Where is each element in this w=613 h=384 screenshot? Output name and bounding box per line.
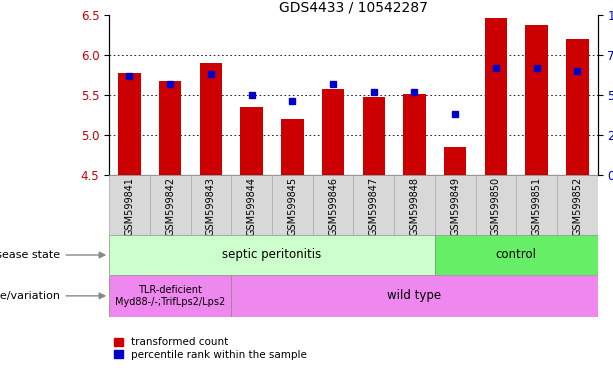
Text: control: control [496, 248, 537, 262]
Title: GDS4433 / 10542287: GDS4433 / 10542287 [279, 0, 428, 14]
Bar [476, 175, 516, 235]
Bar [566, 39, 588, 175]
Bar [200, 63, 222, 175]
Text: GSM599849: GSM599849 [450, 177, 460, 235]
Bar [150, 175, 191, 235]
Bar [485, 18, 507, 175]
Text: TLR-deficient
Myd88-/-;TrifLps2/Lps2: TLR-deficient Myd88-/-;TrifLps2/Lps2 [115, 285, 226, 307]
Bar [272, 175, 313, 235]
Bar [118, 73, 140, 175]
Bar [557, 175, 598, 235]
Bar [444, 147, 466, 175]
Bar [281, 119, 303, 175]
Text: GSM599846: GSM599846 [328, 177, 338, 235]
Bar [403, 94, 425, 175]
Text: septic peritonitis: septic peritonitis [223, 248, 322, 262]
Bar [109, 235, 435, 275]
Bar [313, 175, 354, 235]
Text: GSM599842: GSM599842 [165, 177, 175, 236]
Legend: transformed count, percentile rank within the sample: transformed count, percentile rank withi… [114, 337, 307, 360]
Text: GSM599852: GSM599852 [573, 177, 582, 236]
Text: GSM599850: GSM599850 [491, 177, 501, 236]
Bar [159, 81, 181, 175]
Text: disease state: disease state [0, 250, 60, 260]
Bar [191, 175, 231, 235]
Text: genotype/variation: genotype/variation [0, 291, 60, 301]
Bar [354, 175, 394, 235]
Bar [435, 235, 598, 275]
Text: GSM599845: GSM599845 [287, 177, 297, 236]
Bar [516, 175, 557, 235]
Bar [362, 98, 385, 175]
Text: GSM599847: GSM599847 [369, 177, 379, 236]
Text: GSM599843: GSM599843 [206, 177, 216, 235]
Text: GSM599848: GSM599848 [409, 177, 419, 235]
Bar [525, 25, 548, 175]
Text: GSM599851: GSM599851 [531, 177, 542, 236]
Bar [231, 175, 272, 235]
Text: GSM599841: GSM599841 [124, 177, 134, 235]
Bar [394, 175, 435, 235]
Text: wild type: wild type [387, 290, 441, 302]
Bar [240, 107, 263, 175]
Text: GSM599844: GSM599844 [246, 177, 257, 235]
Bar [109, 175, 150, 235]
Bar [435, 175, 476, 235]
Bar [231, 275, 598, 317]
Bar [322, 89, 345, 175]
Bar [109, 275, 231, 317]
